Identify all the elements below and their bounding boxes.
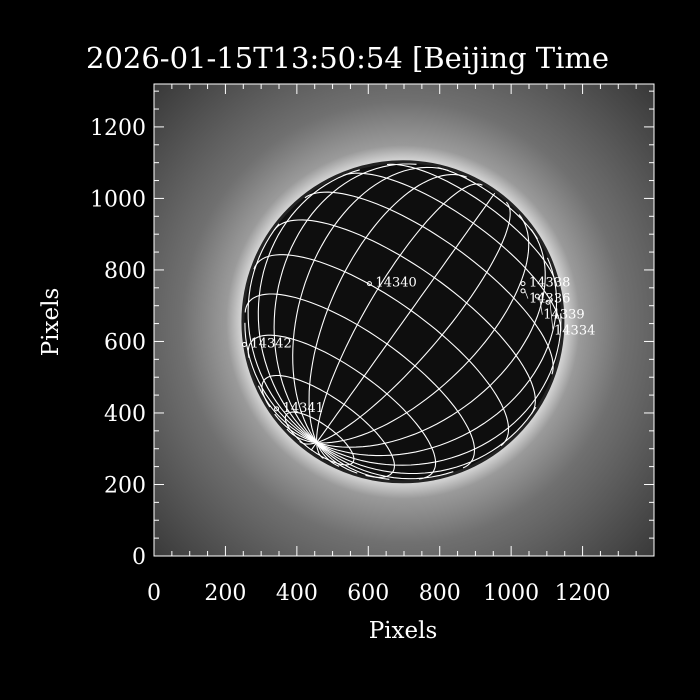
grid-line (316, 201, 511, 444)
grid-line (316, 406, 537, 475)
grid-line (308, 174, 467, 443)
active-region-14341: 14341 (274, 401, 324, 416)
grid-line (292, 166, 449, 443)
active-region-14339: 14339 (534, 293, 585, 323)
chart-title: 2026-01-15T13:50:54 [Beijing Time (86, 41, 609, 75)
y-tick-label: 600 (104, 330, 146, 355)
grid-line (316, 442, 454, 480)
region-leader-line (524, 290, 529, 299)
x-tick-label: 600 (347, 581, 389, 606)
y-axis-label: Pixels (38, 288, 64, 357)
region-leader-line (549, 302, 554, 331)
active-region-14336: 14336 (520, 288, 570, 307)
x-tick-label: 1000 (483, 581, 539, 606)
region-label: 14338 (529, 276, 570, 291)
grid-line (316, 183, 483, 443)
grid-line (310, 442, 318, 451)
region-label: 14336 (529, 292, 570, 307)
x-tick-label: 200 (204, 581, 246, 606)
grid-line (316, 313, 562, 466)
grid-line (244, 322, 317, 444)
y-tick-label: 400 (104, 402, 146, 427)
active-region-14338: 14338 (520, 276, 570, 291)
y-tick-label: 1000 (90, 187, 146, 212)
heliographic-grid (244, 163, 562, 480)
grid-line (316, 192, 496, 443)
active-region-14340: 14340 (366, 276, 417, 291)
region-label: 14339 (543, 308, 584, 323)
active-region-14342: 14342 (241, 336, 292, 351)
axis-ticks: 0 200 400 600 800 1000 1200 0 200 400 600 800 1000 12… (90, 84, 655, 606)
y-tick-label: 1200 (90, 116, 146, 141)
grid-line (316, 442, 390, 480)
x-tick-label: 800 (419, 581, 461, 606)
grid-line (316, 257, 558, 457)
grid-line (316, 442, 340, 467)
region-label: 14340 (375, 276, 416, 291)
grid-line (316, 442, 324, 459)
region-leader-line (538, 296, 543, 315)
region-label: 14342 (250, 336, 291, 351)
grid-line (274, 413, 317, 444)
y-tick-label: 200 (104, 473, 146, 498)
x-tick-label: 400 (276, 581, 318, 606)
region-label: 14334 (554, 324, 595, 339)
y-tick-label: 800 (104, 259, 146, 284)
grid-line (257, 169, 360, 444)
region-marker (520, 281, 526, 287)
region-marker (366, 281, 372, 287)
x-tick-label: 0 (147, 581, 161, 606)
region-marker (241, 341, 247, 347)
y-tick-label: 0 (132, 545, 146, 570)
x-axis-label: Pixels (369, 618, 438, 644)
region-label: 14341 (283, 401, 324, 416)
x-tick-label: 1200 (555, 581, 611, 606)
grid-line (257, 385, 317, 444)
grid-line (316, 214, 530, 444)
grid-line (299, 440, 317, 445)
grid-line (286, 428, 317, 444)
grid-line (247, 223, 318, 444)
region-marker (274, 406, 280, 412)
grid-line (273, 163, 417, 443)
grid-line (316, 229, 546, 448)
active-region-14334: 14334 (545, 299, 595, 339)
grid-line (316, 442, 358, 474)
